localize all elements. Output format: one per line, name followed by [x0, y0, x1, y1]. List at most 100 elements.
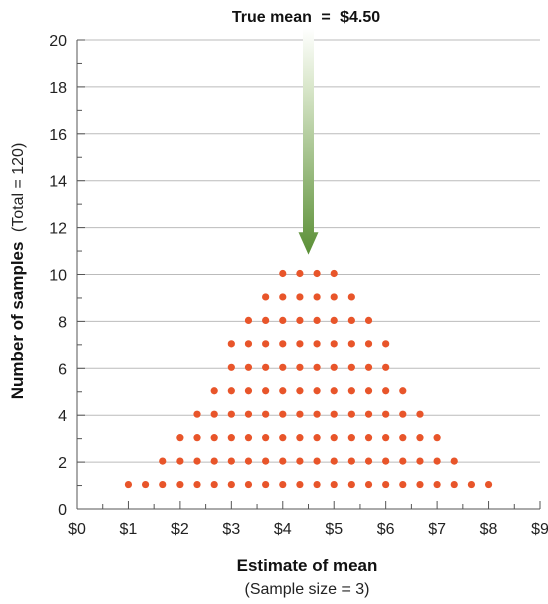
data-dot — [227, 434, 235, 442]
y-tick-label: 20 — [49, 33, 67, 50]
x-tick-label: $6 — [377, 521, 395, 538]
data-dot — [296, 316, 304, 324]
x-tick-label: $7 — [428, 521, 446, 538]
data-dot — [347, 293, 355, 301]
x-tick-label: $3 — [222, 521, 240, 538]
y-tick-label: 18 — [49, 80, 67, 97]
data-dot — [262, 363, 270, 371]
data-dot — [193, 457, 201, 465]
data-dot — [262, 457, 270, 465]
data-dot — [313, 316, 321, 324]
data-dot — [296, 387, 304, 395]
data-dot — [313, 410, 321, 418]
data-dot — [364, 434, 373, 442]
x-tick-label: $2 — [171, 521, 189, 538]
data-dot — [330, 387, 338, 395]
data-dot — [296, 363, 304, 371]
x-tick-label: $8 — [480, 521, 498, 538]
data-dot — [313, 387, 321, 395]
data-dot — [279, 457, 287, 465]
y-tick-label: 0 — [58, 502, 67, 519]
data-dot — [382, 410, 390, 418]
data-dot — [244, 457, 253, 465]
x-tick-label: $5 — [325, 521, 343, 538]
data-dot — [347, 434, 355, 442]
data-dot — [296, 410, 304, 418]
data-dot — [364, 363, 373, 371]
data-dot — [279, 434, 287, 442]
data-dot — [279, 269, 287, 278]
data-dot — [262, 480, 270, 489]
y-tick-labels: 0 2 4 6 8 10 12 14 16 18 20 — [49, 33, 67, 519]
data-dot — [364, 480, 373, 489]
data-dot — [313, 480, 321, 489]
data-dot — [279, 340, 287, 348]
data-dot — [244, 363, 253, 371]
y-tick-label: 14 — [49, 174, 67, 191]
data-dot — [382, 434, 390, 442]
data-dot — [399, 457, 407, 465]
data-dot — [210, 387, 218, 395]
data-dot — [364, 410, 373, 418]
data-dot — [467, 480, 476, 489]
data-dot — [159, 480, 167, 489]
y-tick-label: 12 — [49, 221, 67, 238]
data-dot — [399, 434, 407, 442]
data-dot — [450, 457, 458, 465]
y-axis-title-main: Number of samples — [8, 242, 27, 400]
data-dot — [244, 410, 253, 418]
data-dot — [262, 410, 270, 418]
y-tick-label: 10 — [49, 268, 67, 285]
data-dot — [433, 480, 441, 489]
data-dot — [244, 480, 253, 489]
data-dot — [382, 457, 390, 465]
data-dot — [296, 480, 304, 489]
y-tick-label: 4 — [58, 408, 67, 425]
data-dot — [227, 387, 235, 395]
data-dot — [330, 363, 338, 371]
data-dot — [313, 293, 321, 301]
data-dot — [364, 340, 373, 348]
y-tick-label: 16 — [49, 127, 67, 144]
data-dot — [313, 269, 321, 278]
y-tick-label: 8 — [58, 314, 67, 331]
data-dots — [124, 269, 493, 489]
x-tick-labels: $0 $1 $2 $3 $4 $5 $6 $7 $8 $9 — [68, 521, 548, 538]
x-tick-label: $4 — [274, 521, 292, 538]
x-tick-label: $9 — [531, 521, 548, 538]
data-dot — [227, 457, 235, 465]
data-dot — [210, 434, 218, 442]
true-mean-label: True mean — [232, 9, 312, 26]
data-dot — [330, 480, 338, 489]
true-mean-arrow — [298, 28, 319, 255]
data-dot — [296, 434, 304, 442]
data-dot — [364, 316, 373, 324]
data-dot — [450, 480, 458, 489]
data-dot — [347, 387, 355, 395]
data-dot — [330, 293, 338, 301]
data-dot — [347, 340, 355, 348]
data-dot — [382, 363, 390, 371]
data-dot — [296, 457, 304, 465]
data-dot — [193, 480, 201, 489]
data-dot — [330, 457, 338, 465]
data-dot — [176, 480, 184, 489]
data-dot — [244, 316, 253, 324]
data-dot — [364, 387, 373, 395]
data-dot — [313, 457, 321, 465]
data-dot — [416, 410, 424, 418]
x-tick-label: $0 — [68, 521, 86, 538]
y-axis-title-sub: (Total = 120) — [10, 143, 27, 232]
y-tick-label: 6 — [58, 361, 67, 378]
data-dot — [227, 480, 235, 489]
y-axis-title: Number of samples (Total = 120) — [8, 143, 27, 400]
data-dot — [433, 434, 441, 442]
data-dot — [244, 434, 253, 442]
data-dot — [382, 480, 390, 489]
data-dot — [262, 340, 270, 348]
data-dot — [347, 316, 355, 324]
data-dot — [262, 387, 270, 395]
data-dot — [296, 269, 304, 278]
data-dot — [313, 363, 321, 371]
data-dot — [399, 480, 407, 489]
